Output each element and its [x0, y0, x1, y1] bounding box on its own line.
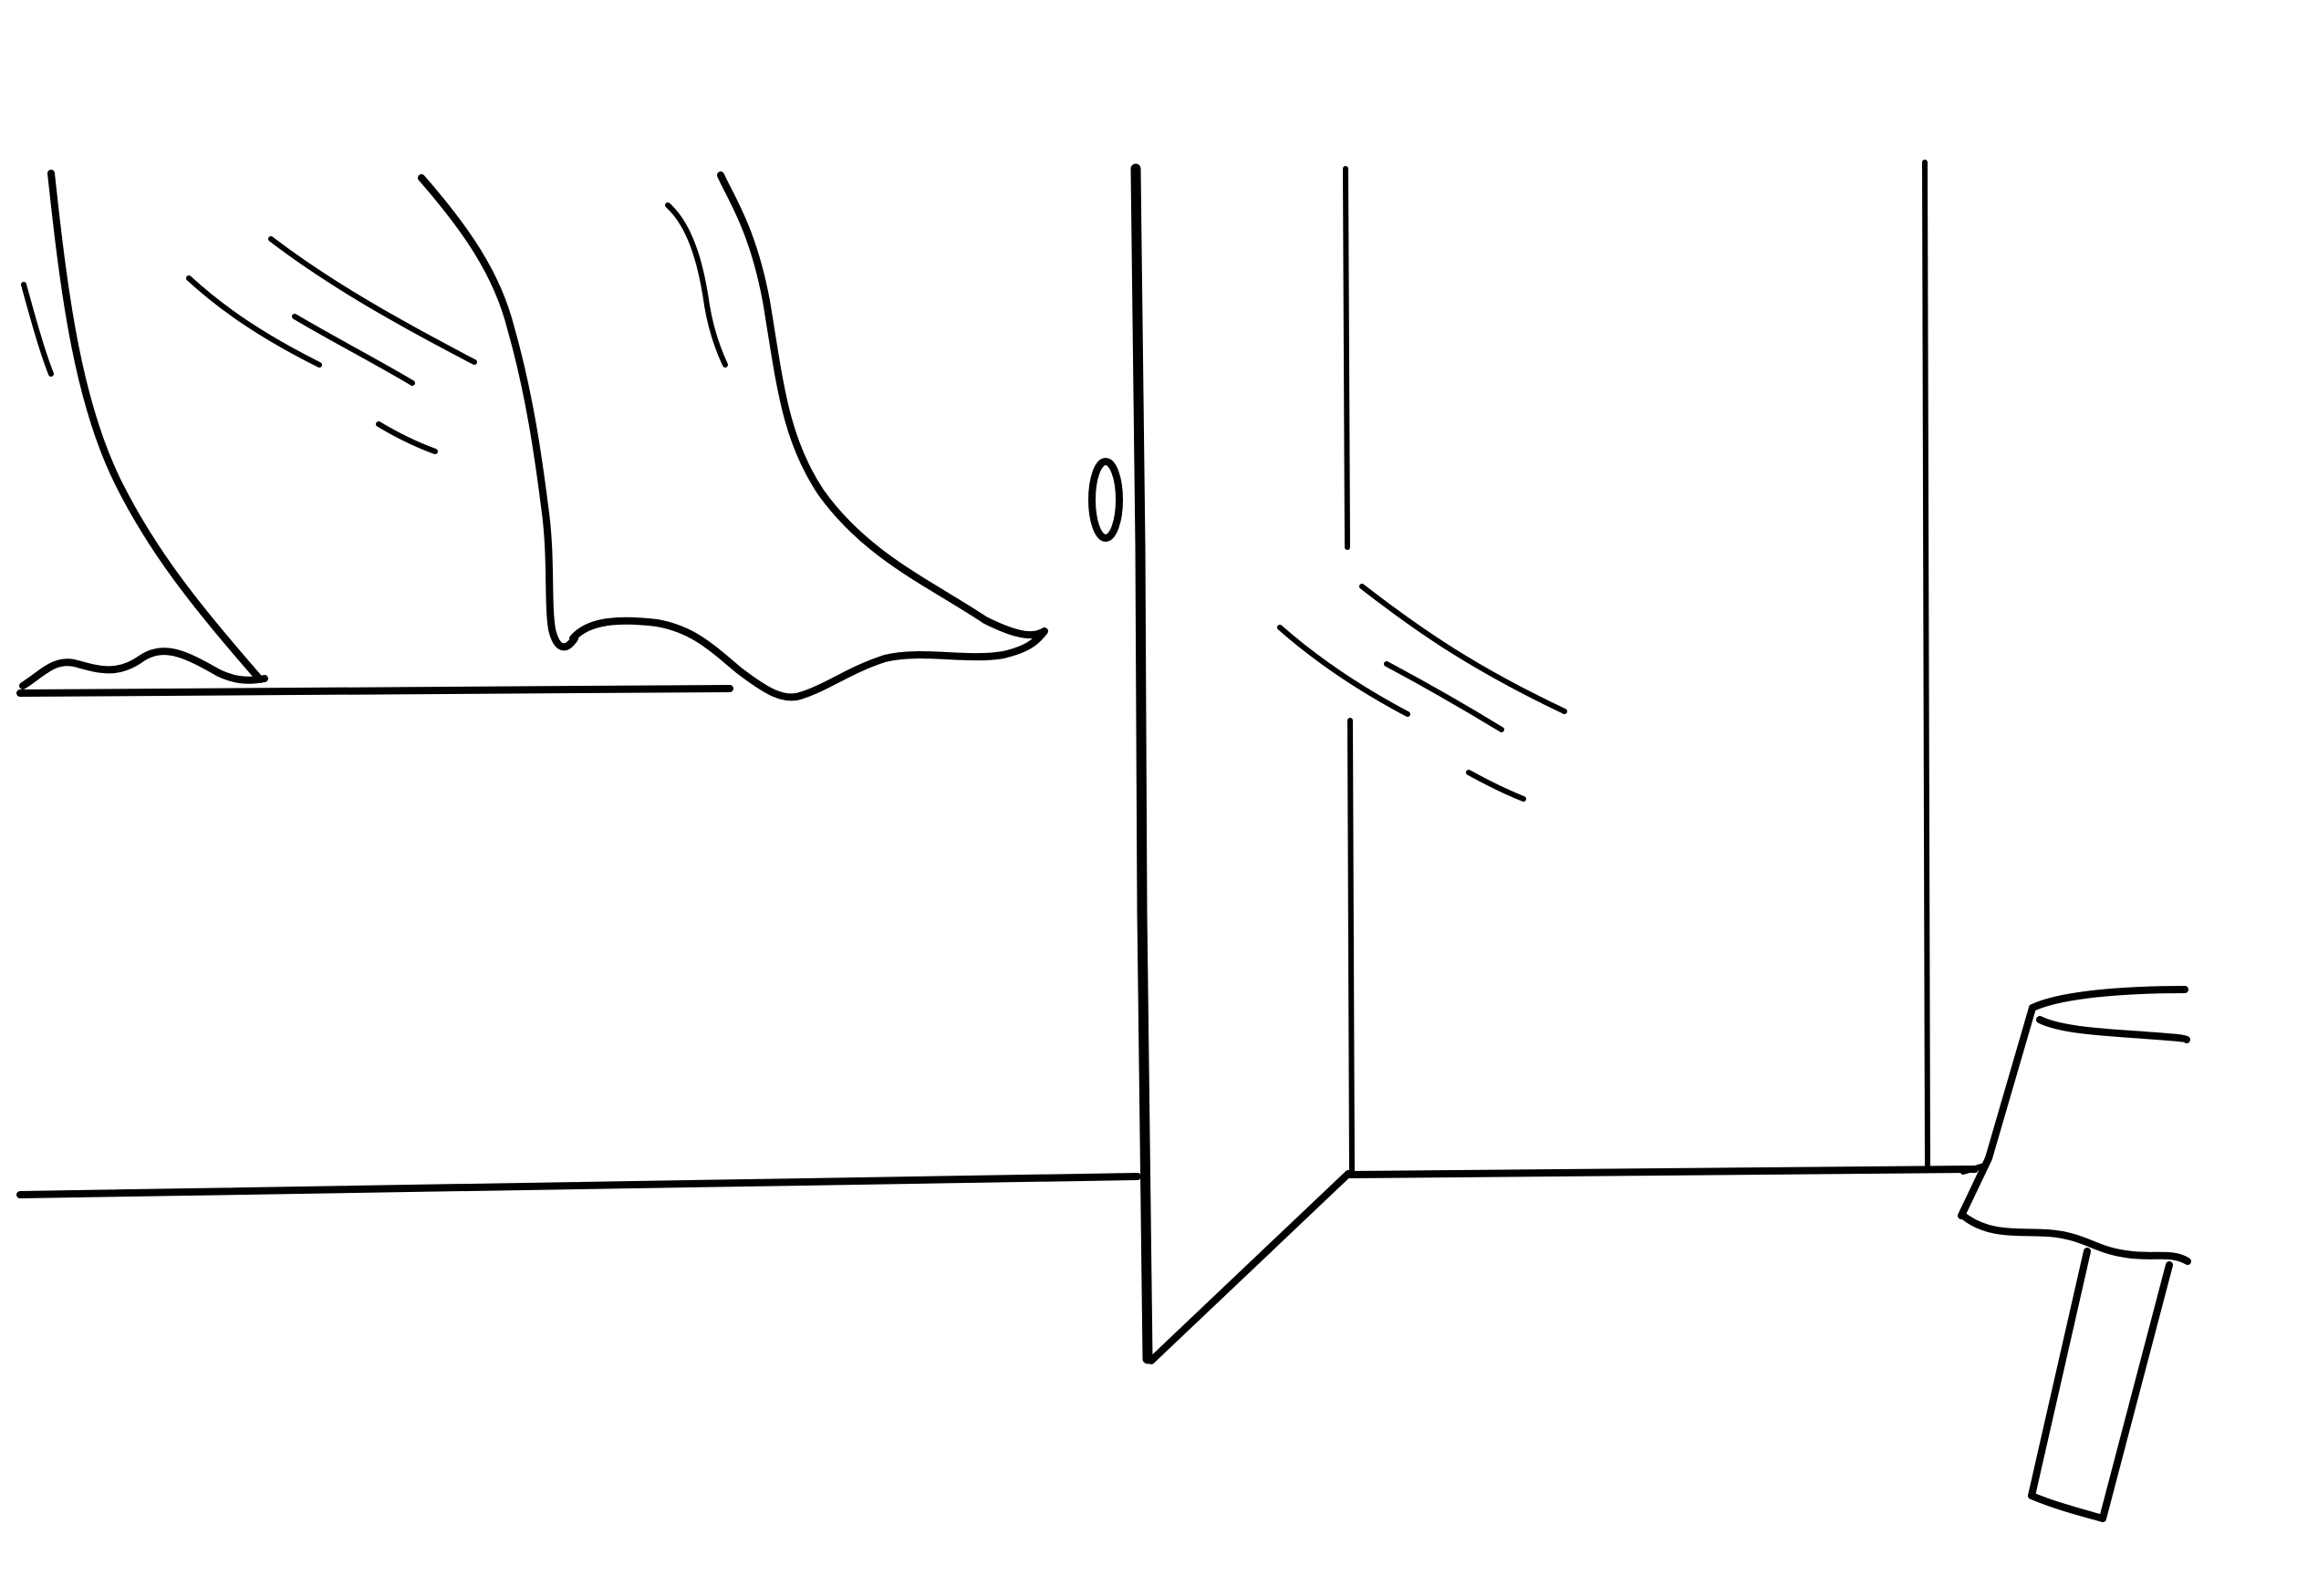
middle-curtain: [418, 171, 1048, 701]
sheen-stroke-2: [268, 236, 477, 365]
floor-edge: [1346, 1166, 1979, 1178]
sheen-stroke-1: [186, 275, 322, 368]
middle-curtain-hem: [569, 617, 1048, 701]
window-glass-sheen: [186, 236, 477, 454]
door-handle-icon: [1088, 458, 1123, 542]
object-leg-right: [2099, 1261, 2173, 1522]
object-leg-left: [2028, 1248, 2091, 1499]
door-sheen-stroke-3: [1384, 661, 1504, 732]
door-sheen-stroke-1: [1277, 625, 1410, 717]
door-sheen-stroke-4: [1466, 770, 1526, 802]
sheen-stroke-4: [376, 421, 438, 454]
left-curtain-hem: [19, 648, 268, 689]
object-stub: [1960, 1163, 1987, 1175]
left-curtain-edge: [47, 170, 264, 683]
glass-door: [1088, 163, 1352, 1364]
middle-curtain-fold: [665, 202, 728, 368]
object-top-rim: [2029, 986, 2188, 1011]
door-glass-sheen: [1277, 584, 1567, 802]
door-frame: [1343, 160, 1979, 1178]
left-curtain-fold: [21, 282, 54, 377]
frame-post-left-lower: [1347, 718, 1355, 1176]
object-bottom-wave: [1959, 1212, 2191, 1265]
door-sheen-stroke-2: [1359, 584, 1567, 714]
object-left-side: [1958, 1004, 2036, 1219]
object-leg-bottom: [2028, 1492, 2106, 1522]
right-object: [1958, 986, 2191, 1522]
frame-post-right: [1922, 160, 1930, 1172]
left-curtain: [19, 170, 268, 689]
frame-post-left-upper: [1343, 166, 1350, 550]
baseboard-line: [16, 1173, 1141, 1198]
door-edge: [1130, 163, 1153, 1364]
middle-curtain-left-edge: [418, 174, 578, 651]
door-swing-line: [1148, 1170, 1352, 1364]
middle-curtain-right-edge: [717, 171, 1046, 639]
window-sill: [16, 685, 733, 697]
sheen-stroke-3: [292, 314, 415, 386]
object-top-inner: [2036, 1016, 2190, 1043]
